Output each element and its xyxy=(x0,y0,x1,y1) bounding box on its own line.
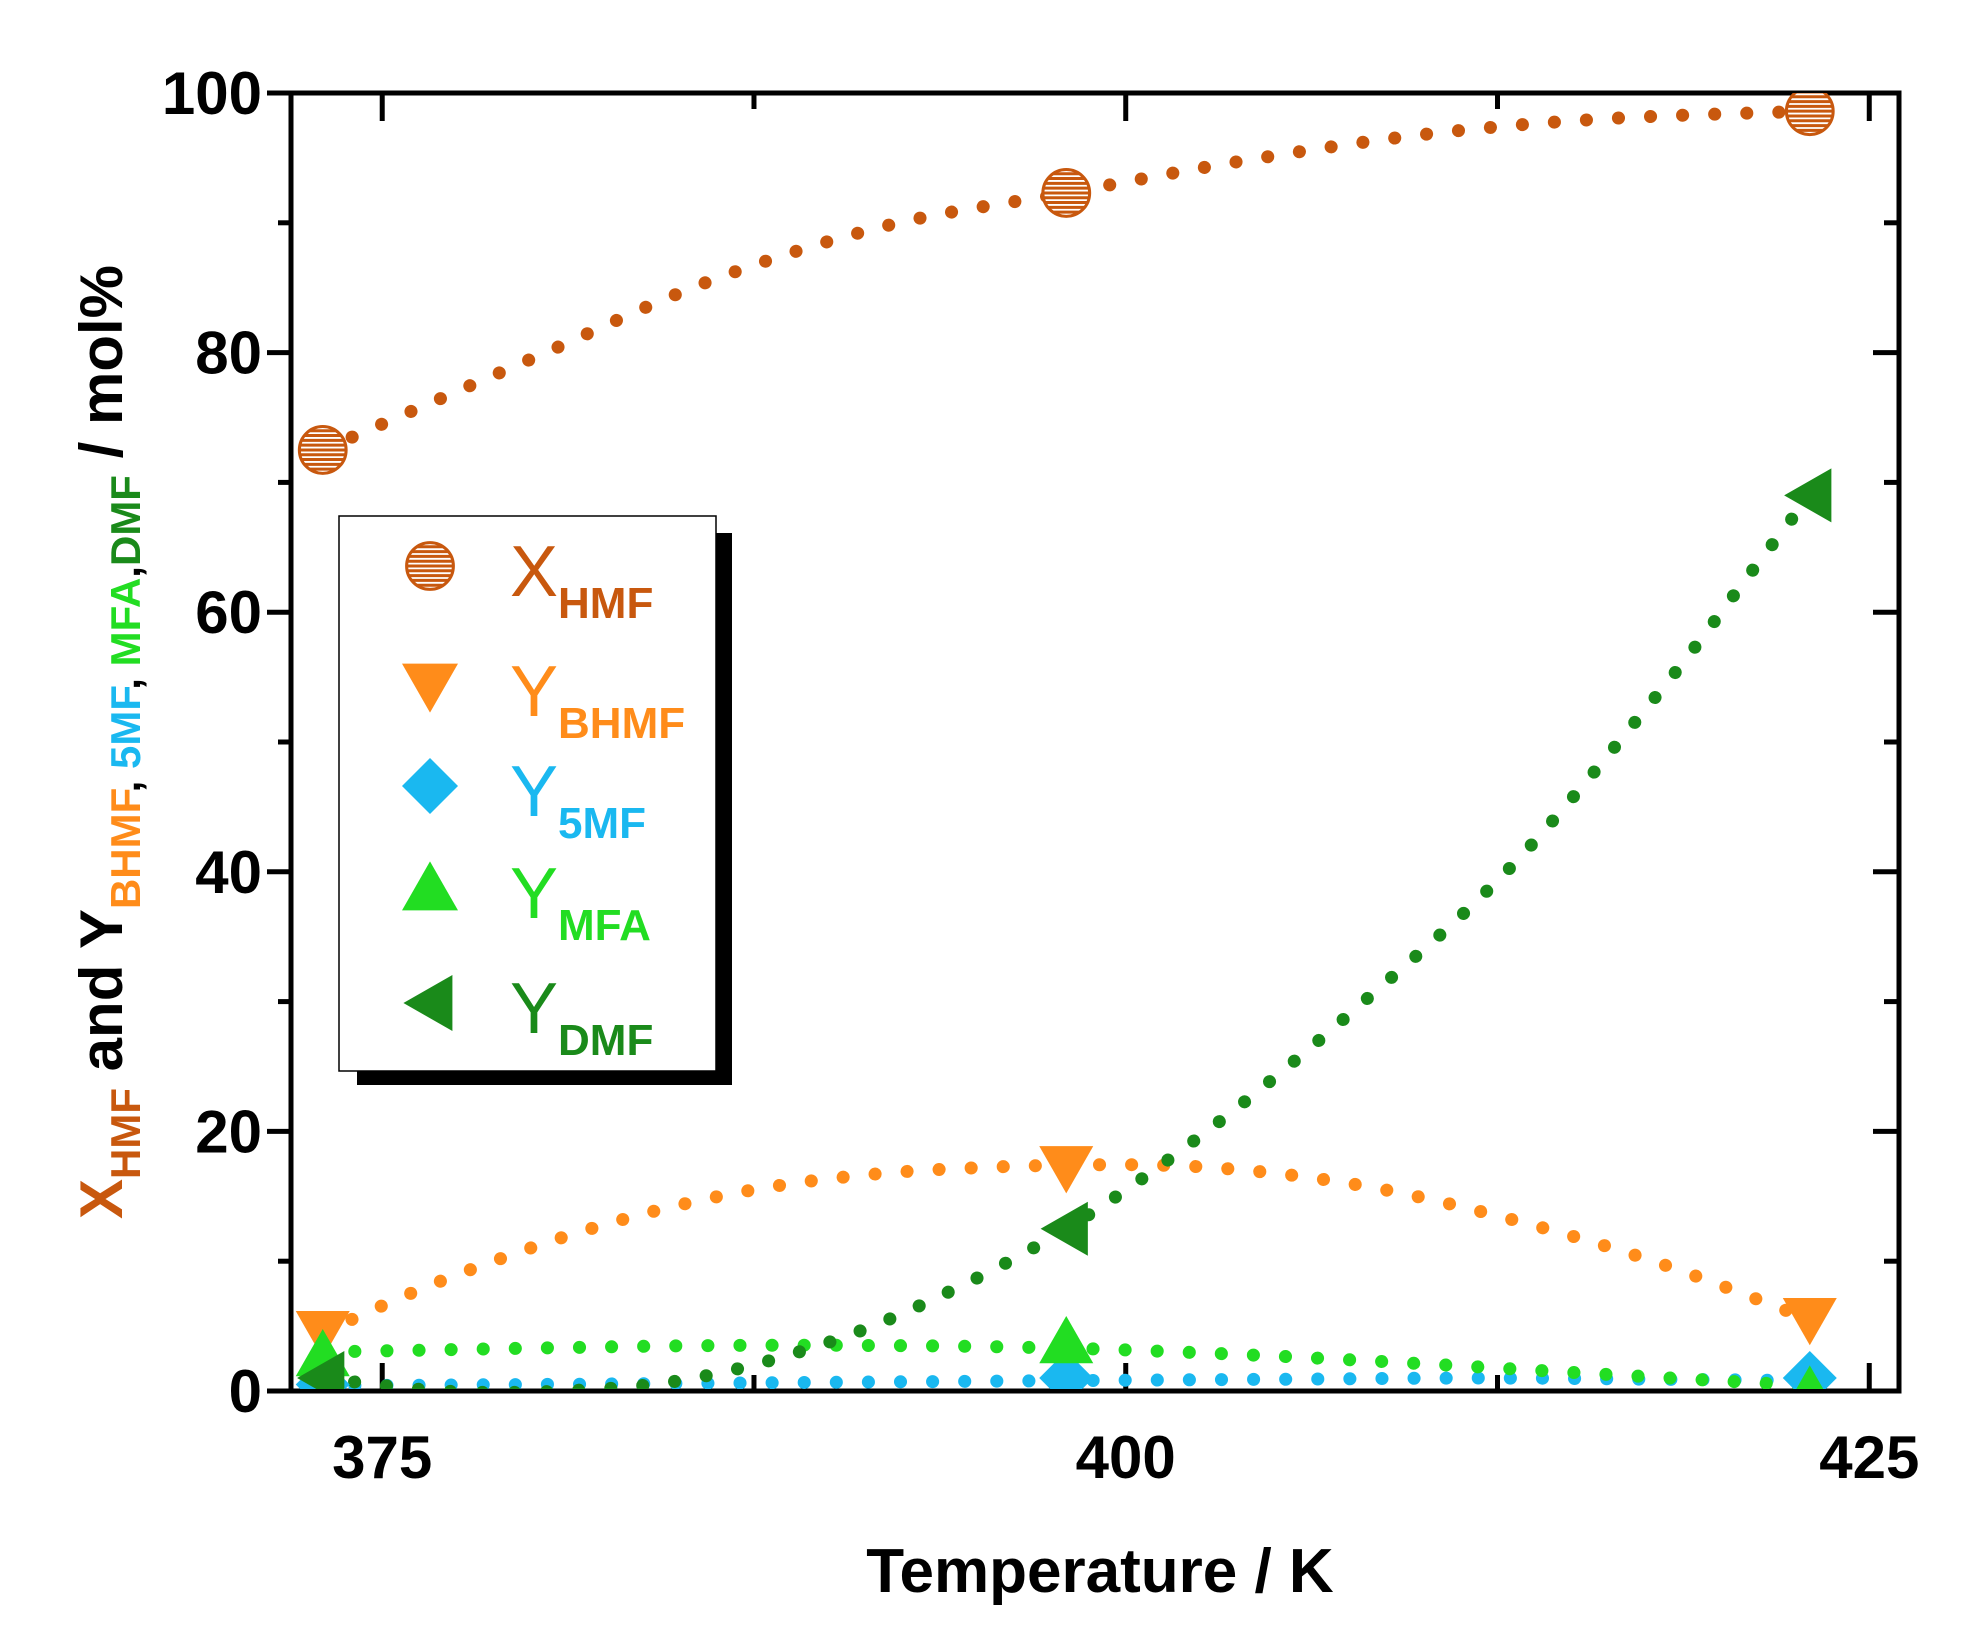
y-tick-label: 80 xyxy=(195,320,262,387)
data-point-ymfa xyxy=(1039,1316,1094,1364)
data-point-xhmf xyxy=(297,425,348,475)
legend-marker-xhmf xyxy=(405,541,455,591)
data-point-xhmf xyxy=(1041,168,1092,218)
data-point-ydmf xyxy=(1040,1201,1088,1256)
y-tick-label: 60 xyxy=(195,579,262,646)
data-point-ybhmf xyxy=(1039,1146,1094,1194)
data-point-ydmf xyxy=(297,1351,345,1389)
y-tick-label: 0 xyxy=(229,1358,262,1425)
axis-tick-labels: 375 400 425 0 20 40 60 80 100 xyxy=(162,60,1919,1491)
data-point-y5mf xyxy=(1039,1351,1094,1389)
legend-box xyxy=(338,515,717,1072)
data-point-ybhmf xyxy=(1782,1298,1837,1346)
legend-marker-ybhmf xyxy=(402,663,458,713)
data-point-xhmf xyxy=(1784,93,1835,137)
x-tick-label: 375 xyxy=(332,1424,432,1491)
data-point-ymfa xyxy=(1796,1365,1824,1389)
legend-label-y5mf: Y5MF xyxy=(510,752,646,848)
data-point-ydmf xyxy=(1784,468,1832,523)
legend-label-xhmf: XHMF xyxy=(510,532,653,628)
legend-label-ydmf: YDMF xyxy=(510,969,653,1065)
fit-curve-xhmf xyxy=(316,104,1817,457)
legend-label-ymfa: YMFA xyxy=(510,854,651,950)
x-axis-label: Temperature / K xyxy=(866,1537,1334,1606)
y-tick-label: 20 xyxy=(195,1098,262,1165)
legend-marker-ydmf xyxy=(403,975,453,1031)
legend-marker-y5mf xyxy=(402,758,458,814)
x-tick-label: 425 xyxy=(1819,1424,1919,1491)
y-axis-label: XHMF and YBHMF, 5MF, MFA,DMF / mol% xyxy=(68,265,149,1219)
axis-ticks xyxy=(267,90,1899,1394)
data-markers xyxy=(295,93,1837,1389)
y-tick-label: 40 xyxy=(195,839,262,906)
y-tick-label: 100 xyxy=(162,60,262,127)
legend-label-ybhmf: YBHMF xyxy=(510,652,685,748)
legend-marker-ymfa xyxy=(402,861,458,911)
x-tick-label: 400 xyxy=(1076,1424,1176,1491)
